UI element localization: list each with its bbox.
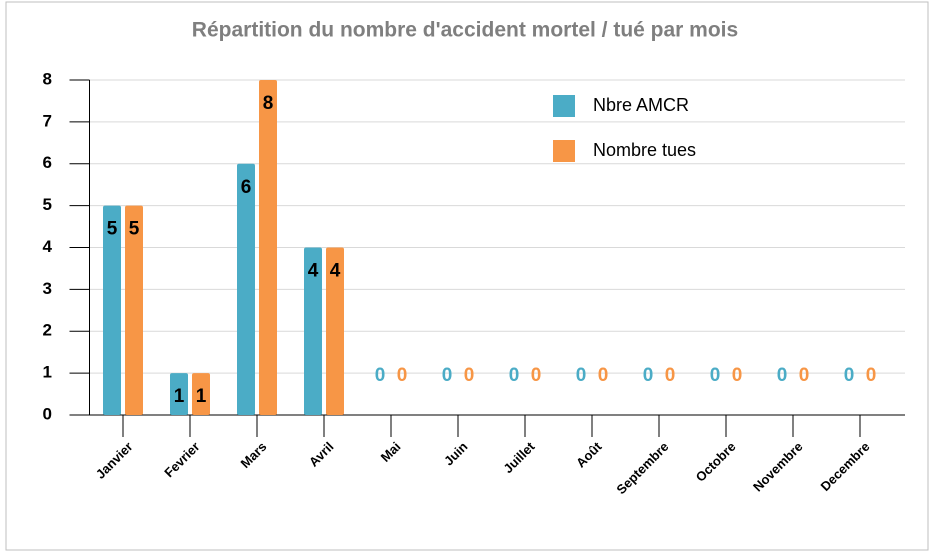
bar (304, 247, 322, 415)
value-label: 5 (107, 219, 118, 240)
y-tick-label: 7 (43, 111, 52, 130)
value-label: 0 (375, 365, 386, 386)
value-label: 0 (665, 365, 676, 386)
legend-label: Nbre AMCR (593, 95, 689, 115)
value-label: 0 (531, 365, 542, 386)
legend-swatch (553, 95, 575, 117)
value-label: 1 (196, 386, 207, 407)
value-label: 5 (129, 219, 140, 240)
bar (237, 163, 255, 415)
value-label: 0 (397, 365, 408, 386)
value-label: 0 (509, 365, 520, 386)
value-label: 0 (442, 365, 453, 386)
value-label: 0 (844, 365, 855, 386)
value-label: 0 (710, 365, 721, 386)
y-tick-label: 0 (43, 404, 52, 423)
y-tick-label: 1 (43, 363, 52, 382)
value-label: 1 (174, 386, 185, 407)
value-label: 0 (598, 365, 609, 386)
value-label: 0 (866, 365, 877, 386)
legend-swatch (553, 140, 575, 162)
bar (103, 205, 121, 415)
value-label: 0 (643, 365, 654, 386)
legend-label: Nombre tues (593, 140, 696, 160)
bar (170, 373, 188, 415)
bar (192, 373, 210, 415)
value-label: 4 (330, 261, 341, 282)
value-label: 4 (308, 261, 319, 282)
bar (326, 247, 344, 415)
y-tick-label: 5 (43, 195, 52, 214)
value-label: 8 (263, 93, 274, 114)
y-tick-label: 2 (43, 321, 52, 340)
value-label: 0 (777, 365, 788, 386)
y-tick-label: 4 (43, 237, 53, 256)
y-tick-label: 6 (43, 153, 52, 172)
bar (125, 205, 143, 415)
value-label: 0 (576, 365, 587, 386)
chart-title: Répartition du nombre d'accident mortel … (192, 19, 738, 42)
bar (259, 80, 277, 415)
y-tick-label: 3 (43, 279, 52, 298)
value-label: 6 (241, 177, 252, 198)
value-label: 0 (464, 365, 475, 386)
y-tick-label: 8 (43, 69, 52, 88)
value-label: 0 (799, 365, 810, 386)
value-label: 0 (732, 365, 743, 386)
chart-border (5, 1, 929, 551)
